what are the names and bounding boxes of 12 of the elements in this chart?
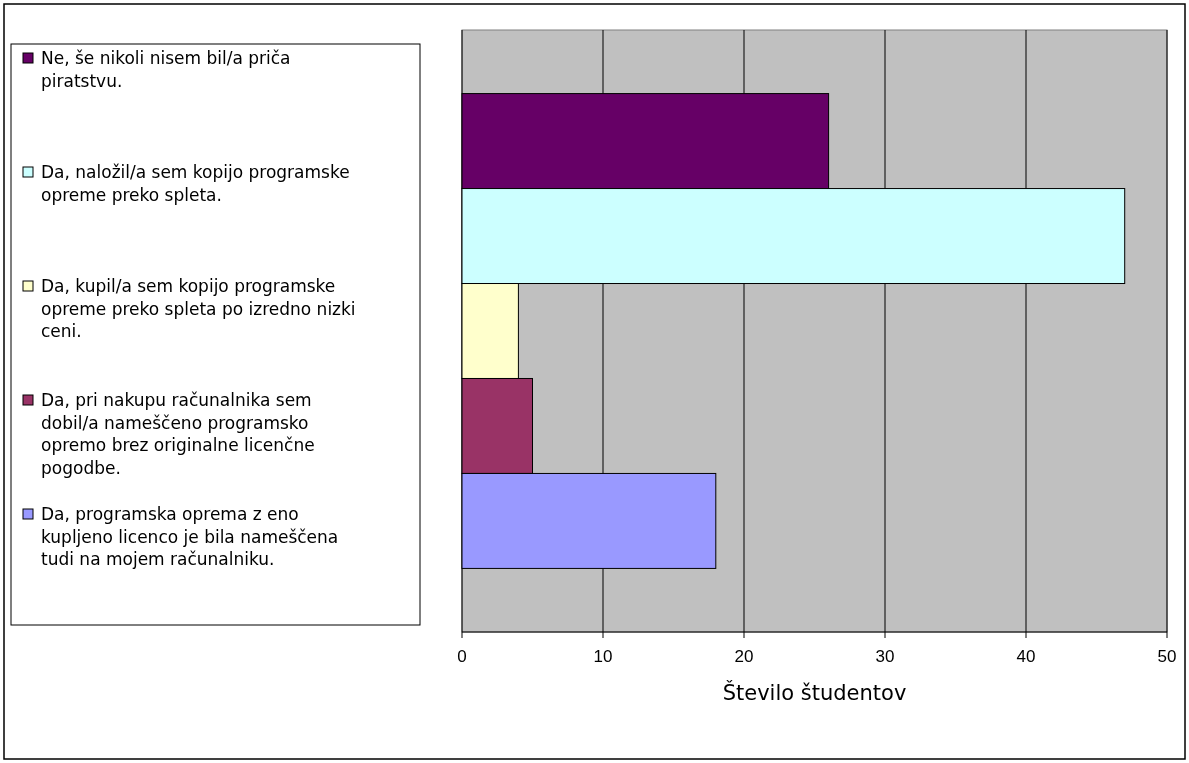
legend-label: Da, pri nakupu računalnika sem dobil/a nameščeno programsko opremo brez originalne licenčne pogodbe. <box>41 390 315 478</box>
x-tick-label: 50 <box>1157 647 1177 666</box>
x-tick-label: 40 <box>1016 647 1036 666</box>
x-tick-label: 20 <box>734 647 754 666</box>
x-tick-label: 10 <box>593 647 613 666</box>
legend-label: Ne, še nikoli nisem bil/a priča piratstvu. <box>41 48 291 91</box>
legend-label: Da, naložil/a sem kopijo programske opreme preko spleta. <box>41 162 350 205</box>
x-axis-title: Število študentov <box>722 680 907 705</box>
legend-label: Da, programska oprema z eno kupljeno licenco je bila nameščena tudi na mojem računalniku. <box>41 504 339 569</box>
legend-label: Da, kupil/a sem kopijo programske opreme preko spleta po izredno nizki ceni. <box>41 276 356 341</box>
x-tick-label: 30 <box>875 647 895 666</box>
x-tick-label: 0 <box>457 647 467 666</box>
